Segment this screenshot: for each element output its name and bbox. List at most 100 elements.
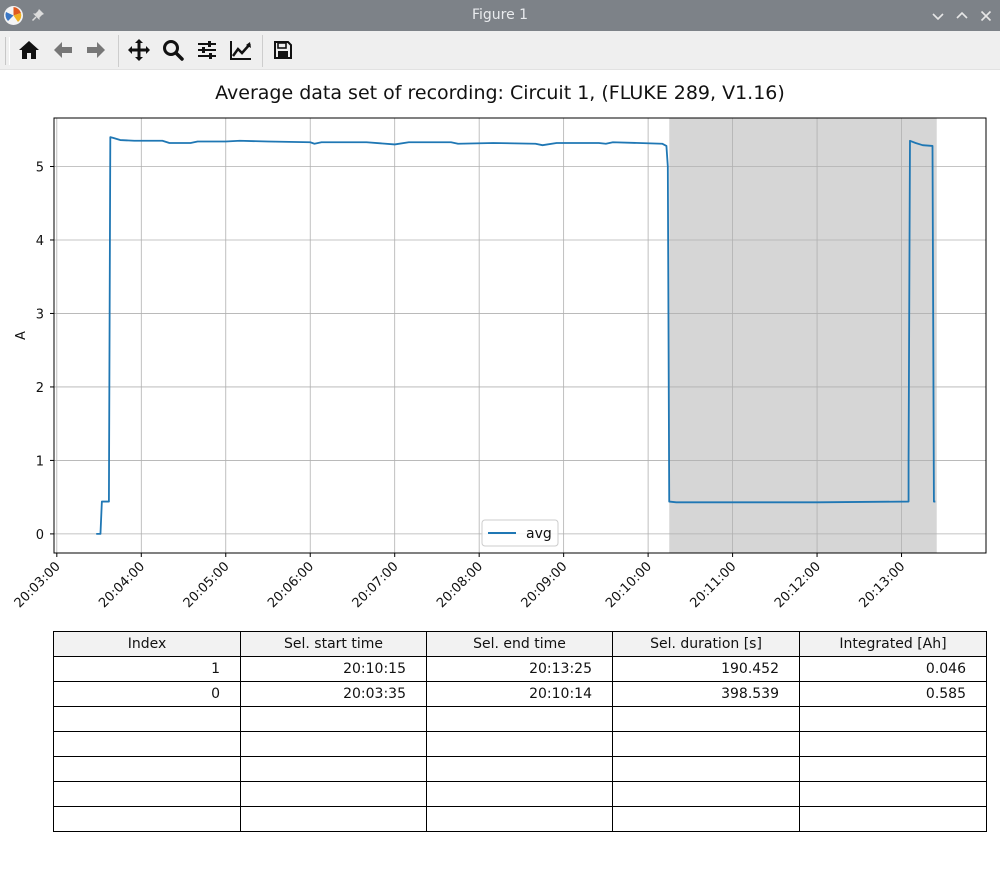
legend-box	[481, 519, 559, 547]
table-row[interactable]: 1 20:10:15 20:13:25 190.452 0.046	[53, 656, 987, 682]
y-tick-label: 3	[36, 307, 44, 322]
series-line-avg[interactable]	[96, 136, 936, 535]
toolbar-separator	[262, 35, 263, 67]
forward-arrow-icon	[87, 42, 105, 58]
back-arrow-icon	[54, 42, 72, 58]
x-tick-label: 20:10:00	[603, 559, 655, 611]
home-button[interactable]	[14, 35, 44, 65]
table-cell[interactable]	[612, 756, 800, 782]
edit-axes-button[interactable]	[226, 35, 256, 65]
table-cell[interactable]: 20:10:14	[426, 681, 613, 707]
chevron-down-icon	[932, 13, 944, 21]
toolbar-grip[interactable]	[5, 37, 10, 65]
table-cell[interactable]	[799, 706, 987, 732]
close-button[interactable]	[978, 8, 994, 24]
table-row[interactable]	[53, 781, 987, 807]
zoom-button[interactable]	[158, 35, 188, 65]
edit-axes-icon	[230, 41, 251, 60]
table-cell[interactable]	[612, 806, 800, 832]
header-index[interactable]: Index	[53, 631, 241, 657]
header-integrated[interactable]: Integrated [Ah]	[799, 631, 987, 657]
table-cell[interactable]	[612, 706, 800, 732]
selection-table[interactable]: Index Sel. start time Sel. end time Sel.…	[53, 631, 987, 832]
table-cell[interactable]	[426, 781, 613, 807]
table-row[interactable]	[53, 731, 987, 757]
table-cell[interactable]	[53, 756, 241, 782]
header-start-time[interactable]: Sel. start time	[240, 631, 427, 657]
table-row[interactable]	[53, 806, 987, 832]
forward-button[interactable]	[81, 35, 111, 65]
x-tick-label: 20:13:00	[856, 559, 908, 611]
table-cell[interactable]	[612, 781, 800, 807]
x-tick-label: 20:08:00	[434, 559, 486, 611]
zoom-icon	[163, 40, 184, 61]
subplots-config-button[interactable]	[192, 35, 222, 65]
header-duration[interactable]: Sel. duration [s]	[612, 631, 800, 657]
table-cell[interactable]: 0	[53, 681, 241, 707]
table-cell[interactable]	[799, 756, 987, 782]
toolbar	[0, 31, 1000, 70]
legend[interactable]: avg	[481, 519, 559, 547]
maximize-button[interactable]	[954, 8, 970, 24]
table-cell[interactable]: 0.585	[799, 681, 987, 707]
window-title: Figure 1	[471, 7, 529, 23]
table-cell[interactable]	[426, 756, 613, 782]
table-cell[interactable]	[240, 706, 427, 732]
table-cell[interactable]	[240, 731, 427, 757]
table-cell[interactable]	[426, 706, 613, 732]
header-end-time[interactable]: Sel. end time	[426, 631, 613, 657]
table-cell[interactable]	[53, 706, 241, 732]
table-cell[interactable]	[240, 781, 427, 807]
toolbar-separator	[118, 35, 119, 67]
table-row[interactable]	[53, 756, 987, 782]
x-tick-label: 20:12:00	[772, 559, 824, 611]
table-cell[interactable]	[426, 806, 613, 832]
y-tick-label: 1	[36, 454, 44, 469]
table-cell[interactable]	[799, 781, 987, 807]
table-cell[interactable]	[612, 731, 800, 757]
table-cell[interactable]: 20:10:15	[240, 656, 427, 682]
table-row[interactable]	[53, 706, 987, 732]
table-cell[interactable]	[799, 806, 987, 832]
table-cell[interactable]	[53, 806, 241, 832]
table-row[interactable]: 0 20:03:35 20:10:14 398.539 0.585	[53, 681, 987, 707]
chevron-up-icon	[956, 11, 968, 19]
back-button[interactable]	[48, 35, 78, 65]
x-tick-label: 20:04:00	[96, 559, 148, 611]
x-tick-label: 20:03:00	[12, 559, 64, 611]
selection-span[interactable]	[669, 118, 937, 553]
table-cell[interactable]	[53, 731, 241, 757]
table-cell[interactable]	[53, 781, 241, 807]
pan-button[interactable]	[124, 35, 154, 65]
minimize-button[interactable]	[930, 8, 946, 24]
table-cell[interactable]: 20:13:25	[426, 656, 613, 682]
x-tick-label: 20:07:00	[350, 559, 402, 611]
y-tick-label: 2	[36, 381, 44, 396]
table-cell[interactable]: 398.539	[612, 681, 800, 707]
table-cell[interactable]: 20:03:35	[240, 681, 427, 707]
pan-icon	[128, 39, 150, 61]
y-axis-label: A	[14, 331, 29, 340]
table-cell[interactable]	[426, 731, 613, 757]
y-tick-label: 4	[36, 234, 44, 249]
axes-frame	[53, 117, 987, 554]
table-header-row: Index Sel. start time Sel. end time Sel.…	[53, 631, 987, 657]
table-cell[interactable]: 0.046	[799, 656, 987, 682]
table-cell[interactable]: 1	[53, 656, 241, 682]
close-icon	[980, 10, 992, 22]
window-titlebar: Figure 1	[0, 0, 1000, 31]
table-cell[interactable]	[240, 806, 427, 832]
save-button[interactable]	[268, 35, 298, 65]
table-cell[interactable]: 190.452	[612, 656, 800, 682]
chart-title: Average data set of recording: Circuit 1…	[215, 82, 785, 104]
app-logo-icon	[4, 6, 23, 25]
legend-label-avg: avg	[526, 526, 552, 542]
table-cell[interactable]	[240, 756, 427, 782]
pin-icon[interactable]	[31, 8, 45, 22]
x-tick-label: 20:09:00	[519, 559, 571, 611]
chart-area[interactable]: 20:03:00 20:04:00 20:05:00 20:06:00 20:07:00…	[0, 0, 1000, 630]
home-icon	[19, 41, 39, 59]
x-tick-label: 20:06:00	[265, 559, 317, 611]
subplots-config-icon	[198, 41, 216, 59]
table-cell[interactable]	[799, 731, 987, 757]
